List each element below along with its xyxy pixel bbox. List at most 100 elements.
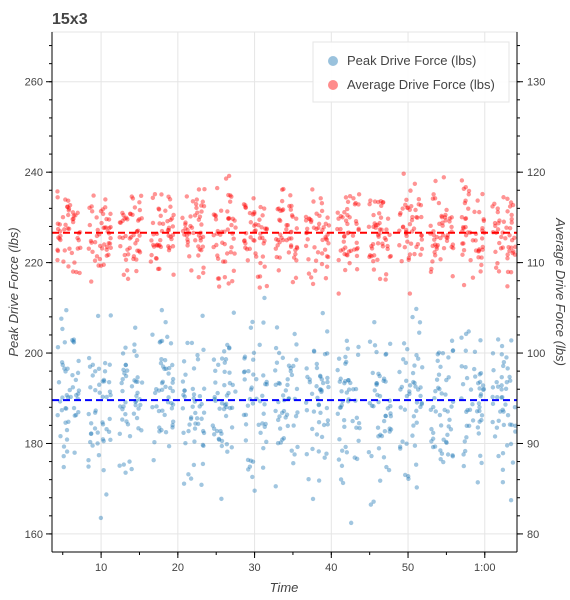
peak-force-point — [387, 341, 393, 347]
peak-force-point — [123, 411, 128, 417]
average-force-point — [347, 260, 352, 266]
average-force-point — [253, 228, 258, 233]
average-force-point — [280, 237, 286, 243]
average-force-point — [61, 259, 66, 264]
average-force-point — [127, 211, 133, 216]
peak-force-point — [375, 425, 381, 430]
peak-force-point — [508, 378, 513, 383]
average-force-point — [347, 194, 353, 199]
peak-force-point — [503, 402, 508, 407]
average-force-point — [101, 242, 107, 247]
peak-force-point — [404, 378, 409, 383]
peak-force-point — [477, 386, 482, 391]
peak-force-point — [120, 406, 125, 412]
peak-force-point — [477, 419, 482, 424]
peak-force-point — [264, 379, 269, 385]
peak-force-point — [343, 361, 348, 366]
peak-force-point — [117, 463, 122, 468]
average-force-point — [55, 189, 60, 194]
average-force-point — [201, 203, 207, 209]
peak-force-point — [413, 462, 419, 467]
average-force-point — [293, 251, 298, 257]
average-force-point — [165, 227, 171, 233]
peak-force-point — [245, 403, 251, 408]
average-force-point — [106, 217, 112, 222]
peak-force-point — [164, 366, 169, 371]
average-force-point — [134, 237, 140, 243]
average-force-point — [166, 244, 171, 249]
average-force-point — [385, 243, 390, 249]
average-force-point — [165, 218, 170, 224]
peak-force-point — [402, 472, 408, 478]
peak-force-point — [90, 373, 95, 378]
average-force-point — [463, 198, 468, 203]
average-force-point — [252, 210, 257, 215]
peak-force-point — [181, 359, 187, 364]
peak-force-point — [107, 389, 113, 394]
average-force-point — [78, 245, 83, 251]
peak-force-point — [223, 401, 229, 407]
peak-force-point — [324, 405, 330, 411]
peak-force-point — [226, 390, 231, 396]
peak-force-point — [212, 397, 217, 402]
peak-force-point — [436, 372, 442, 377]
peak-force-point — [160, 379, 166, 385]
average-force-point — [127, 245, 132, 251]
y-tick-label: 200 — [25, 348, 43, 360]
peak-force-point — [134, 353, 139, 359]
average-force-point — [310, 281, 316, 287]
peak-force-point — [317, 387, 323, 392]
average-force-point — [401, 171, 406, 176]
average-force-point — [193, 201, 199, 207]
peak-force-point — [470, 418, 476, 423]
peak-force-point — [212, 394, 217, 400]
average-force-point — [273, 237, 279, 242]
average-force-point — [138, 193, 144, 198]
peak-force-point — [450, 454, 455, 459]
peak-force-point — [192, 426, 198, 431]
average-force-point — [157, 243, 162, 248]
average-force-point — [463, 224, 468, 230]
peak-force-point — [201, 347, 206, 353]
peak-force-point — [97, 390, 102, 395]
average-force-point — [92, 239, 98, 245]
average-force-point — [402, 245, 408, 250]
average-force-point — [481, 217, 486, 222]
axes — [51, 32, 518, 553]
average-force-point — [461, 186, 467, 192]
peak-force-point — [305, 374, 310, 380]
peak-force-point — [414, 352, 419, 358]
average-force-point — [87, 205, 92, 211]
average-force-point — [461, 226, 466, 231]
peak-force-point — [461, 463, 467, 469]
average-force-point — [373, 225, 378, 230]
average-force-point — [367, 254, 372, 260]
peak-force-point — [120, 388, 125, 394]
average-force-point — [288, 243, 294, 248]
average-force-point — [411, 226, 417, 231]
average-force-point — [310, 187, 315, 192]
average-force-point — [226, 192, 231, 198]
average-force-point — [466, 206, 471, 211]
peak-force-point — [170, 388, 176, 394]
peak-force-point — [73, 377, 79, 383]
average-force-point — [437, 221, 442, 226]
peak-force-point — [242, 356, 247, 361]
peak-force-point — [68, 394, 73, 400]
peak-force-point — [106, 379, 112, 385]
peak-force-point — [314, 361, 320, 367]
peak-force-point — [442, 407, 447, 413]
average-force-point — [431, 192, 436, 197]
peak-force-point — [224, 441, 230, 447]
peak-force-point — [372, 320, 377, 325]
peak-force-point — [212, 432, 217, 437]
peak-force-point — [316, 402, 321, 407]
peak-force-point — [474, 409, 480, 414]
peak-force-point — [477, 404, 482, 410]
peak-force-point — [304, 452, 309, 457]
peak-force-point — [274, 360, 280, 365]
peak-force-point — [501, 422, 507, 428]
peak-force-point — [210, 423, 216, 428]
peak-force-point — [159, 387, 165, 392]
average-force-point — [345, 221, 350, 227]
